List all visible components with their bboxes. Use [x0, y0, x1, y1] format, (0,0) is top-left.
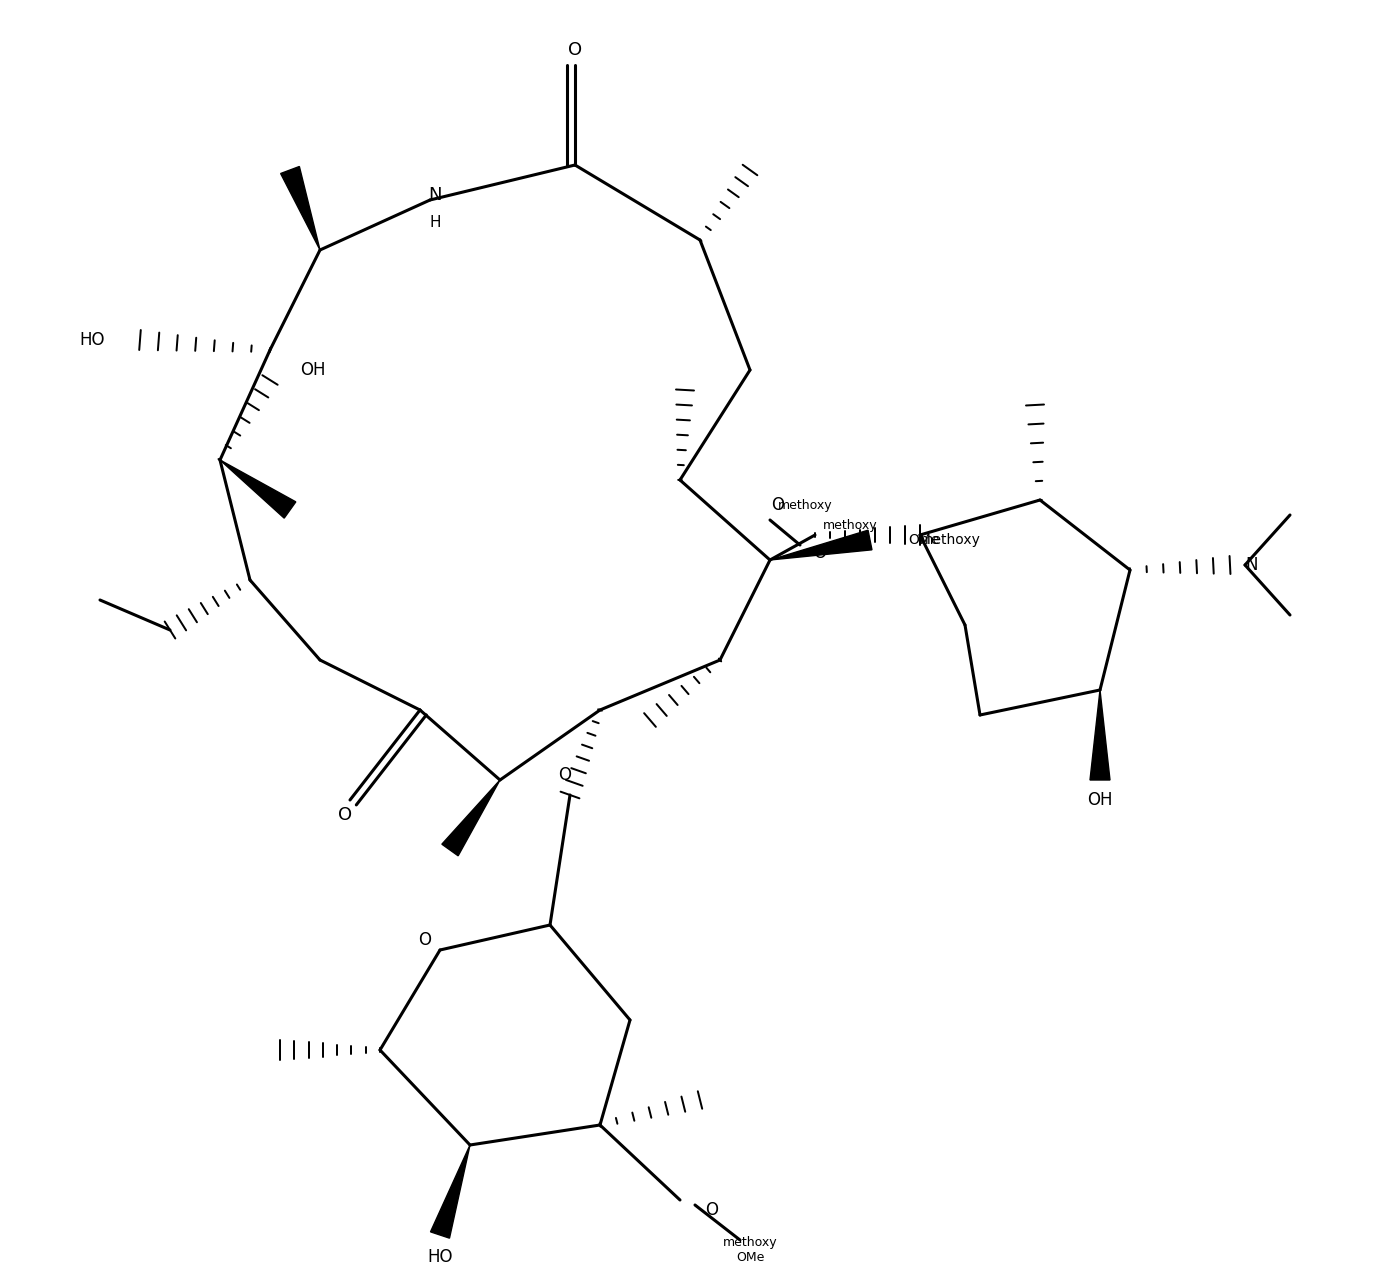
Text: N: N [1245, 556, 1258, 573]
Text: O: O [772, 497, 784, 515]
Text: HO: HO [428, 1248, 452, 1266]
Text: H: H [429, 215, 441, 229]
Text: OH: OH [300, 361, 326, 379]
Polygon shape [441, 780, 500, 856]
Polygon shape [1090, 690, 1110, 780]
Polygon shape [280, 166, 321, 250]
Text: methoxy: methoxy [823, 518, 877, 531]
Text: O: O [419, 931, 432, 948]
Polygon shape [221, 460, 296, 518]
Text: O: O [568, 41, 582, 59]
Text: OMe: OMe [908, 532, 940, 547]
Text: N: N [429, 186, 441, 204]
Text: O: O [705, 1201, 718, 1219]
Text: O: O [337, 806, 353, 824]
Text: O: O [813, 544, 826, 562]
Text: methoxy
OMe: methoxy OMe [723, 1236, 777, 1265]
Text: HO: HO [79, 332, 105, 349]
Text: OH: OH [1087, 791, 1113, 809]
Text: methoxy: methoxy [777, 498, 833, 512]
Polygon shape [430, 1146, 471, 1238]
Polygon shape [770, 530, 872, 561]
Text: O: O [558, 765, 572, 783]
Text: methoxy: methoxy [920, 532, 981, 547]
